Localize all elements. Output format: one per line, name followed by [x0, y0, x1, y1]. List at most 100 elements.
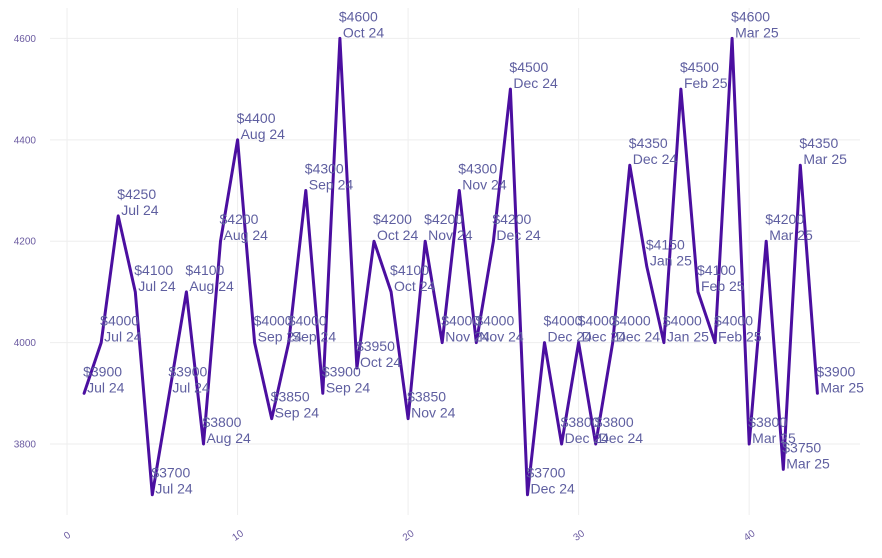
data-label-price: $4350 [799, 135, 838, 151]
data-label-price: $4500 [509, 59, 548, 75]
x-axis: 0 10 20 30 40 [62, 528, 758, 544]
data-label: $3750 Mar 25 [782, 439, 830, 471]
data-label-month: Sep 24 [275, 405, 320, 421]
data-label-month: Nov 24 [411, 405, 456, 421]
data-label-price: $3900 [83, 363, 122, 379]
data-label: $4000 Sep 24 [254, 313, 303, 345]
data-label: $4000 Jul 24 [100, 313, 142, 345]
data-label-month: Mar 25 [735, 24, 779, 40]
data-label: $4000 Dec 24 [544, 313, 593, 345]
data-label-month: Mar 25 [820, 379, 864, 395]
data-label-price: $3900 [168, 363, 207, 379]
data-label: $4200 Aug 24 [220, 211, 269, 243]
data-label: $3900 Sep 24 [322, 363, 371, 395]
data-label-price: $4000 [441, 313, 480, 329]
data-label-month: Jan 25 [650, 253, 692, 269]
data-label-month: Nov 24 [462, 177, 507, 193]
data-label-month: Oct 24 [360, 354, 401, 370]
data-label-month: Sep 24 [292, 329, 337, 345]
data-label: $3700 Dec 24 [526, 465, 575, 497]
data-label: $4000 Nov 24 [441, 313, 490, 345]
data-label-price: $4400 [237, 110, 276, 126]
data-label: $4100 Aug 24 [185, 262, 234, 294]
x-tick-label: 30 [571, 528, 587, 544]
data-label: $3800 Dec 24 [595, 414, 644, 446]
data-label: $4000 Nov 24 [475, 313, 524, 345]
data-label: $4600 Oct 24 [339, 8, 384, 40]
data-label-month: Jul 24 [121, 202, 159, 218]
data-label: $4600 Mar 25 [731, 8, 779, 40]
data-label-price: $3950 [356, 338, 395, 354]
data-label-month: Aug 24 [206, 430, 251, 446]
data-label: $4300 Sep 24 [305, 161, 354, 193]
data-label-month: Dec 24 [633, 151, 678, 167]
data-label-price: $3800 [595, 414, 634, 430]
data-label-price: $4000 [578, 313, 617, 329]
data-label-month: Dec 24 [496, 227, 541, 243]
y-tick-label: 4400 [14, 135, 37, 146]
x-tick-label: 10 [230, 528, 246, 544]
y-tick-label: 4000 [14, 338, 37, 349]
data-label-month: Jul 24 [138, 278, 176, 294]
data-label-price: $4200 [492, 211, 531, 227]
data-label-price: $4350 [629, 135, 668, 151]
data-labels: $3900 Jul 24$4000 Jul 24$4250 Jul 24$4100 Ju… [83, 8, 864, 496]
data-label-price: $3850 [407, 389, 446, 405]
data-label: $4350 Mar 25 [799, 135, 847, 167]
data-label-month: Dec 24 [530, 481, 575, 497]
data-label: $4000 Feb 25 [714, 313, 762, 345]
data-label-month: Dec 24 [548, 329, 593, 345]
data-label: $4250 Jul 24 [117, 186, 159, 218]
data-label-price: $4000 [475, 313, 514, 329]
data-label-month: Dec 24 [599, 430, 644, 446]
data-label: $4500 Feb 25 [680, 59, 728, 91]
data-label-month: Dec 24 [565, 430, 610, 446]
data-label: $4000 Dec 24 [578, 313, 627, 345]
data-label-price: $3900 [322, 363, 361, 379]
data-label-price: $4200 [424, 211, 463, 227]
data-label-month: Oct 24 [394, 278, 435, 294]
data-label-month: Aug 24 [224, 227, 269, 243]
x-tick-label: 20 [401, 528, 417, 544]
data-label-price: $4000 [254, 313, 293, 329]
data-label: $4000 Jan 25 [663, 313, 709, 345]
data-label: $3900 Jul 24 [168, 363, 210, 395]
data-label-month: Jul 24 [87, 379, 125, 395]
data-label-price: $4000 [544, 313, 583, 329]
data-label-price: $4000 [288, 313, 327, 329]
data-label-month: Oct 24 [343, 24, 384, 40]
data-label: $4400 Aug 24 [237, 110, 286, 142]
data-label-month: Feb 25 [701, 278, 745, 294]
data-label-month: Mar 25 [786, 455, 830, 471]
data-label-price: $4000 [663, 313, 702, 329]
data-label-month: Dec 24 [513, 75, 558, 91]
data-label-month: Feb 25 [684, 75, 728, 91]
data-label-price: $3900 [816, 363, 855, 379]
data-label: $3900 Jul 24 [83, 363, 125, 395]
data-label: $3800 Aug 24 [202, 414, 251, 446]
data-label-price: $4150 [646, 237, 685, 253]
data-label-month: Sep 24 [309, 177, 354, 193]
data-label: $4100 Feb 25 [697, 262, 745, 294]
price-series-line [82, 36, 819, 497]
data-label: $4200 Oct 24 [373, 211, 418, 243]
data-label-price: $3700 [526, 465, 565, 481]
data-label-price: $4200 [373, 211, 412, 227]
data-label-month: Sep 24 [326, 379, 371, 395]
data-label-price: $4500 [680, 59, 719, 75]
data-label-month: Nov 24 [428, 227, 473, 243]
data-label-price: $4100 [134, 262, 173, 278]
data-label-month: Sep 24 [258, 329, 303, 345]
data-label-month: Dec 24 [582, 329, 627, 345]
data-label-month: Jul 24 [104, 329, 142, 345]
data-label-price: $4000 [714, 313, 753, 329]
data-label: $4500 Dec 24 [509, 59, 558, 91]
data-label-month: Jul 24 [155, 481, 193, 497]
data-label-month: Nov 24 [445, 329, 490, 345]
data-label: $4150 Jan 25 [646, 237, 692, 269]
data-label-month: Jul 24 [172, 379, 210, 395]
data-label: $3800 Mar 25 [748, 414, 796, 446]
data-label-price: $4000 [100, 313, 139, 329]
data-label: $4200 Mar 25 [765, 211, 813, 243]
data-label-price: $4100 [390, 262, 429, 278]
